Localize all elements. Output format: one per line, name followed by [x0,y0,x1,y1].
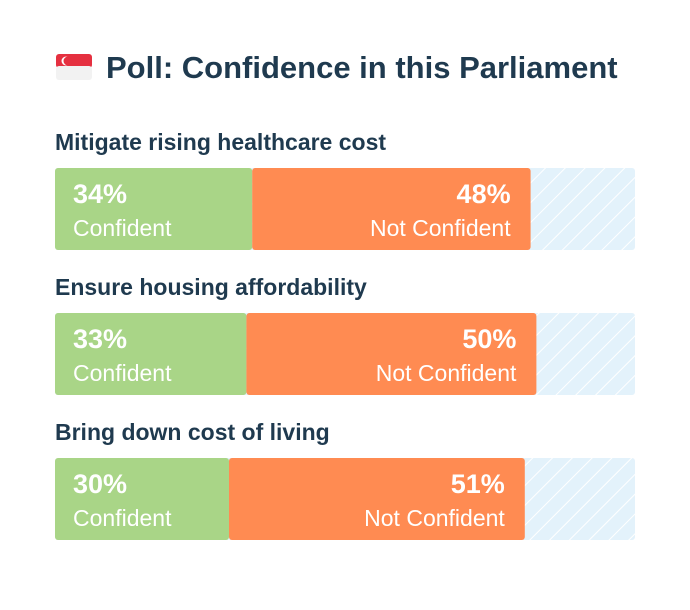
flag-icon [56,54,92,80]
series-label: Not Confident [364,505,505,531]
series-label: Not Confident [376,360,517,386]
category-label: Ensure housing affordability [55,274,367,300]
series-label: Confident [73,505,172,531]
chart-title: Poll: Confidence in this Parliament [106,50,618,85]
bar-segment [229,458,525,540]
value-label: 48% [457,179,511,209]
bar-segment [55,168,253,250]
bar-segment [252,168,531,250]
value-label: 33% [73,324,127,354]
bar-segment [55,458,229,540]
category-label: Mitigate rising healthcare cost [55,129,386,155]
bar-segment [55,313,247,395]
series-label: Confident [73,215,172,241]
value-label: 51% [451,469,505,499]
value-label: 50% [462,324,516,354]
bar-segment [246,313,537,395]
category-label: Bring down cost of living [55,419,330,445]
value-label: 30% [73,469,127,499]
value-label: 34% [73,179,127,209]
series-label: Confident [73,360,172,386]
series-label: Not Confident [370,215,511,241]
